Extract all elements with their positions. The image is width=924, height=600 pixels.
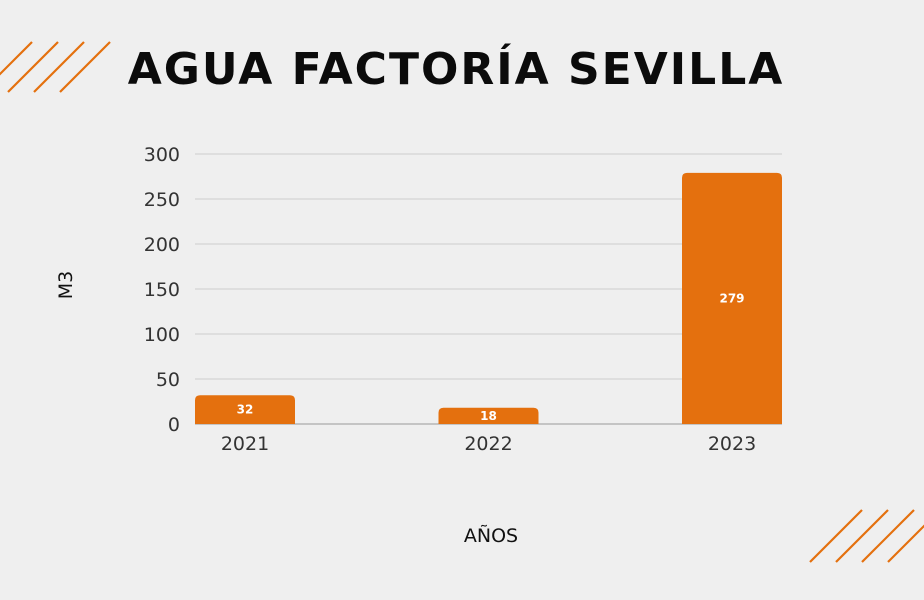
bar-value-label: 279 [719,291,744,305]
chart-title: AGUA FACTORÍA SEVILLA [127,44,785,95]
y-tick-label: 0 [168,414,180,436]
y-tick-label: 100 [144,324,180,346]
decorative-stripes-top-left [0,41,111,93]
x-tick-label: 2023 [708,433,756,455]
x-tick-label: 2021 [221,433,269,455]
y-axis-title: M3 [55,271,77,299]
y-tick-label: 300 [144,144,180,166]
bars: 32 18 279 [195,172,782,424]
x-axis-ticks: 2021 2022 2023 [221,433,756,455]
bar-2023 [682,172,782,424]
decorative-stripes-bottom-right [809,509,924,563]
bar-value-label: 18 [480,409,497,423]
y-tick-label: 50 [156,369,180,391]
bar-value-label: 32 [237,403,254,417]
x-axis-title: AÑOS [464,524,518,547]
y-axis-ticks: 0 50 100 150 200 250 300 [144,144,180,436]
y-tick-label: 200 [144,234,180,256]
x-tick-label: 2022 [464,433,512,455]
y-tick-label: 150 [144,279,180,301]
y-tick-label: 250 [144,189,180,211]
bar-2022 [438,407,539,424]
bar-2021 [195,395,295,424]
